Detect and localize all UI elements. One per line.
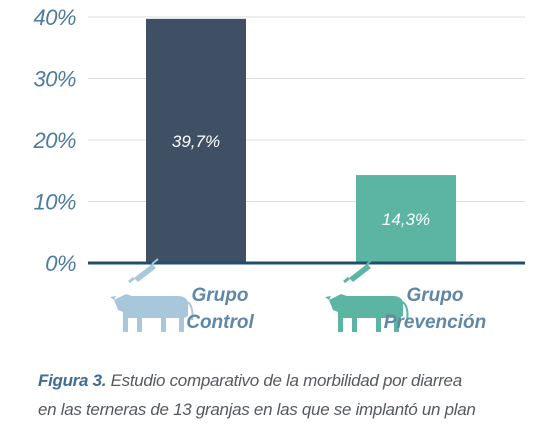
category-label-line-1: Grupo (192, 285, 249, 306)
bars (146, 18, 456, 263)
y-tick-label: 0% (45, 251, 76, 276)
caption-text-line-2: en las terneras de 13 granjas en las que… (38, 400, 476, 419)
calf-ear (325, 296, 331, 300)
caption-text-line-1: Estudio comparativo de la morbilidad por… (106, 371, 463, 390)
figure-caption: Figura 3. Estudio comparativo de la morb… (38, 366, 538, 424)
y-tick-label: 30% (33, 67, 76, 92)
y-tick-label: 20% (32, 128, 76, 153)
y-tick-label: 10% (33, 190, 76, 215)
value-labels: 39,7% 14,3% (172, 132, 430, 229)
caption-figure-number: Figura 3. (38, 371, 107, 390)
category-labels: Grupo Control Grupo Prevención (110, 258, 486, 333)
syringe-body (134, 264, 156, 282)
calf-tail (402, 301, 409, 321)
calf-with-syringe-icon (110, 258, 194, 332)
calf-tail (187, 301, 194, 321)
value-label: 39,7% (172, 132, 220, 151)
y-axis-ticks: 0% 10% 20% 30% 40% (32, 5, 76, 276)
category-label-line-2: Prevención (384, 312, 486, 333)
syringe-plunger (128, 276, 135, 284)
bar (356, 175, 456, 263)
calf-body (329, 294, 403, 332)
syringe-needle (366, 258, 374, 265)
calf-with-syringe-icon (325, 258, 409, 332)
category-label-line-1: Grupo (407, 285, 464, 306)
value-label: 14,3% (382, 210, 430, 229)
syringe-body (349, 264, 371, 282)
bar (146, 18, 246, 263)
calf-body (114, 294, 188, 332)
syringe-needle (151, 258, 159, 265)
category-label-line-2: Control (186, 312, 254, 333)
syringe-plunger (343, 276, 350, 284)
y-tick-label: 40% (33, 5, 76, 30)
calf-ear (110, 296, 116, 300)
